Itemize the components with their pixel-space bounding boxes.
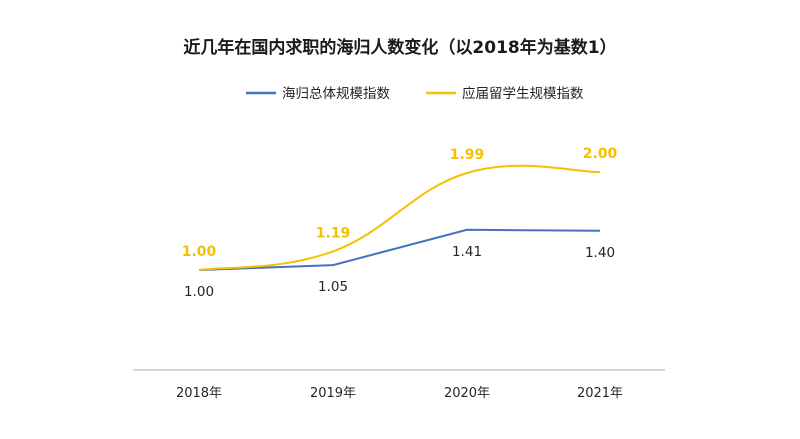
series-line-overall-index	[198, 228, 601, 271]
x-tick-label: 2019年	[310, 386, 356, 401]
data-label-overall-index: 1.05	[318, 279, 348, 295]
legend: 海归总体规模指数 应届留学生规模指数	[246, 85, 584, 102]
data-label-graduate-index: 1.99	[450, 147, 485, 163]
series-line-graduate-index	[198, 164, 601, 271]
x-axis-ticks: 2018年 2019年 2020年 2021年	[176, 386, 623, 401]
x-tick-label: 2018年	[176, 386, 222, 401]
data-label-overall-index: 1.00	[184, 284, 214, 300]
legend-label-series-2: 应届留学生规模指数	[462, 85, 584, 102]
data-label-graduate-index: 2.00	[583, 146, 618, 162]
data-label-graduate-index: 1.19	[316, 225, 351, 241]
legend-label-series-1: 海归总体规模指数	[282, 85, 390, 102]
chart-title: 近几年在国内求职的海归人数变化（以2018年为基数1）	[183, 37, 616, 58]
data-label-graduate-index: 1.00	[182, 244, 217, 260]
x-tick-label: 2021年	[577, 386, 623, 401]
data-label-overall-index: 1.41	[452, 244, 482, 260]
series-lines	[198, 164, 601, 271]
data-labels: 1.00 1.19 1.99 2.00 1.00 1.05 1.41 1.40	[182, 146, 618, 300]
data-label-overall-index: 1.40	[585, 245, 615, 261]
x-tick-label: 2020年	[444, 386, 490, 401]
